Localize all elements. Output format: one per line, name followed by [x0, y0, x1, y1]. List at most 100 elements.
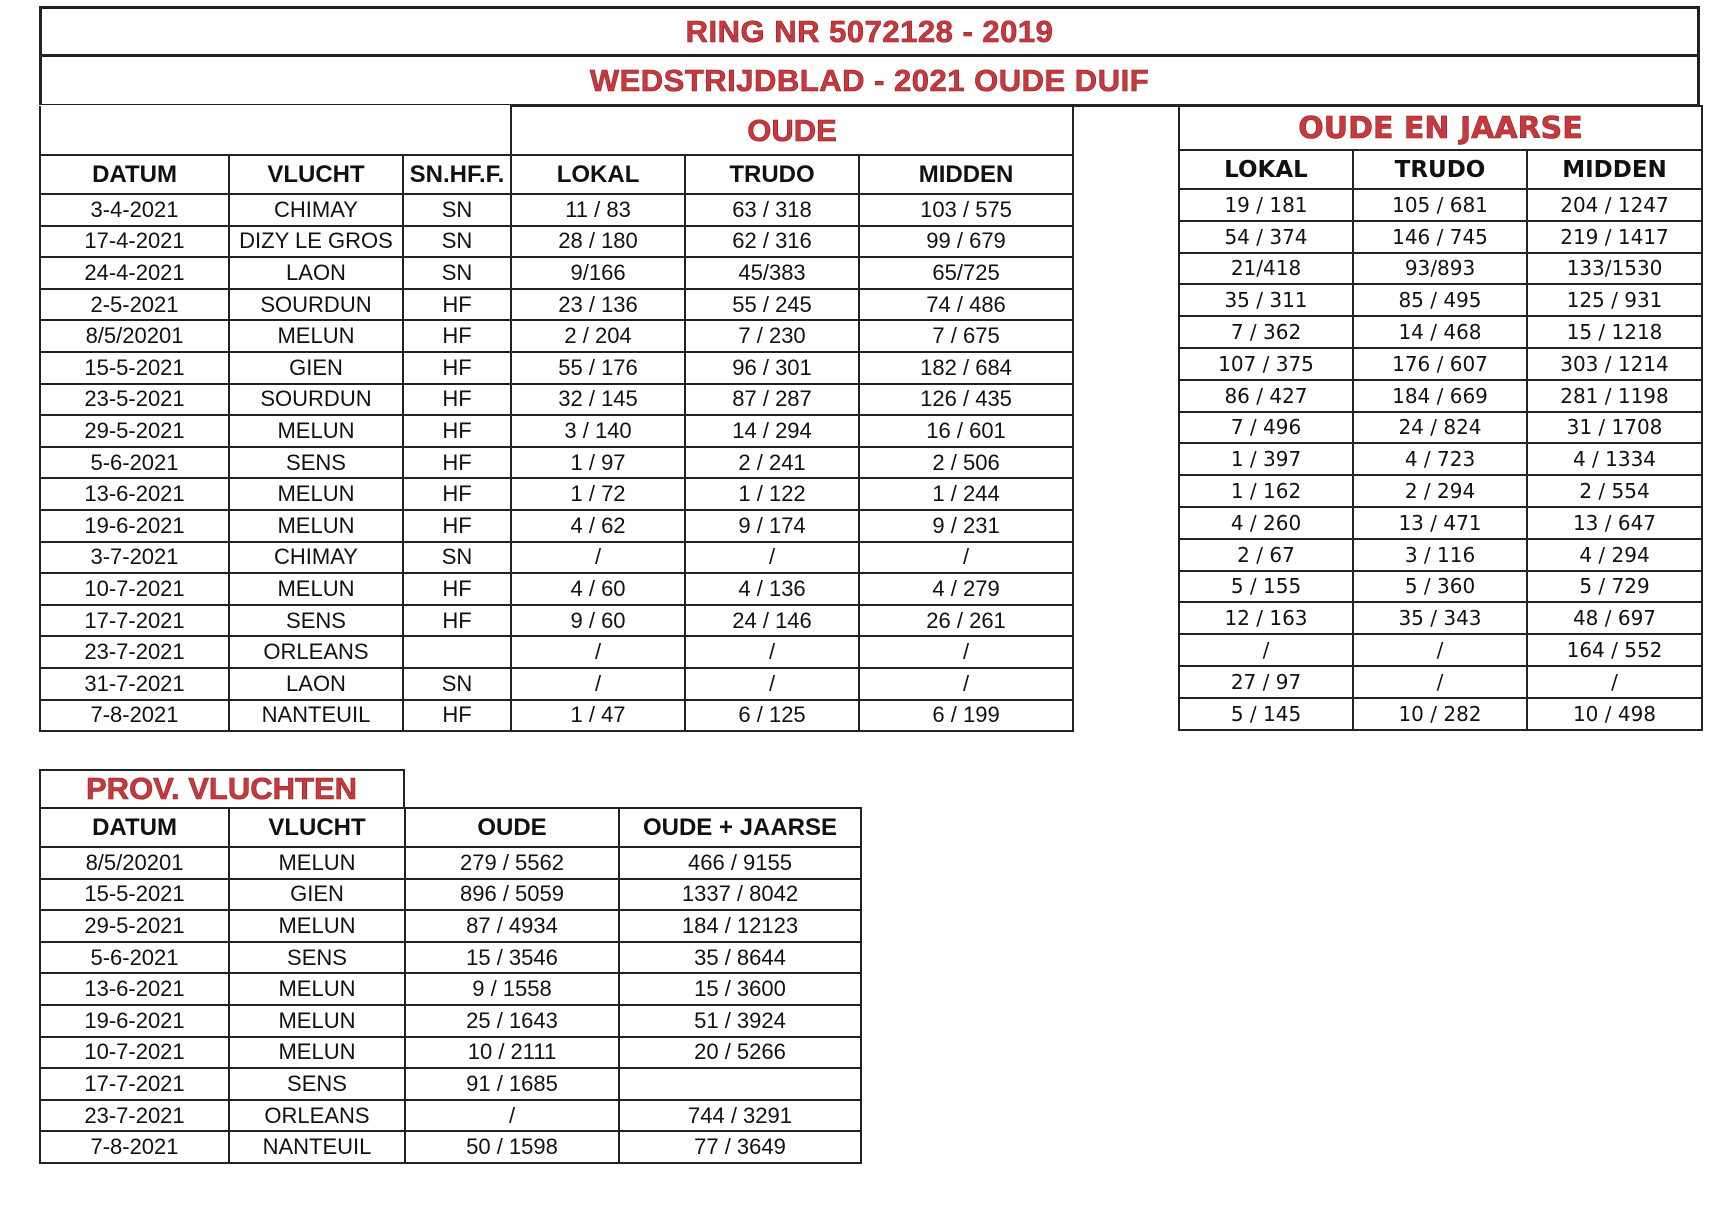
- table-cell: 1 / 397: [1178, 442, 1354, 477]
- table-cell: 28 / 180: [510, 224, 687, 259]
- table-cell: 7 / 675: [858, 319, 1075, 353]
- table-cell: 15-5-2021: [39, 877, 230, 912]
- table-cell: 1 / 47: [510, 698, 687, 733]
- table-cell: SOURDUN: [228, 382, 404, 417]
- table-row: 1 / 162 2 / 294 2 / 554: [1178, 474, 1703, 508]
- subtitle-box: [39, 54, 1700, 107]
- table-cell: 105 / 681: [1352, 188, 1528, 222]
- table-cell: [618, 1067, 862, 1101]
- table-cell: [401, 635, 513, 669]
- table-cell: MELUN: [228, 508, 404, 543]
- column-header-vlucht: VLUCHT: [228, 154, 404, 195]
- table-cell: 20 / 5266: [618, 1035, 862, 1070]
- table-row: 7 / 496 24 / 824 31 / 1708: [1178, 410, 1703, 445]
- table-cell: 4 / 723: [1352, 442, 1528, 477]
- table-cell: 24 / 824: [1352, 410, 1528, 445]
- table-cell: SN: [401, 193, 513, 227]
- table-cell: 19-6-2021: [39, 1003, 230, 1038]
- table-cell: SENS: [228, 1067, 406, 1101]
- table-cell: SN: [401, 666, 513, 701]
- table-cell: 15 / 1218: [1526, 315, 1703, 349]
- table-cell: 5 / 155: [1178, 569, 1354, 604]
- table-cell: MELUN: [228, 1035, 406, 1070]
- table-cell: 303 / 1214: [1526, 346, 1703, 381]
- table-cell: 14 / 468: [1352, 315, 1528, 349]
- table-cell: 23-7-2021: [39, 1098, 230, 1133]
- column-header-trudo: TRUDO: [684, 154, 861, 195]
- table-cell: 2 / 241: [684, 445, 861, 480]
- table-row: 27 / 97//: [1178, 664, 1703, 699]
- table-cell: 62 / 316: [684, 224, 861, 259]
- table-cell: 26 / 261: [858, 603, 1075, 638]
- table-cell: 3-4-2021: [39, 193, 230, 227]
- table-cell: 1 / 162: [1178, 474, 1354, 508]
- table-cell: 7 / 496: [1178, 410, 1354, 445]
- table-cell: 12 / 163: [1178, 601, 1354, 636]
- column-header-datum: DATUM: [39, 154, 230, 195]
- table-cell: 133/1530: [1526, 251, 1703, 286]
- table-cell: SOURDUN: [228, 287, 404, 322]
- sheet-subtitle: WEDSTRIJDBLAD - 2021 OUDE DUIF: [589, 62, 1150, 98]
- table-cell: 9/166: [510, 256, 687, 290]
- table-cell: 19-6-2021: [39, 508, 230, 543]
- table-cell: 24-4-2021: [39, 256, 230, 290]
- table-row: 24-4-2021 LAON SN 9/166 45/383 65/725: [39, 256, 1075, 290]
- table-row: 21/418 93/893 133/1530: [1178, 251, 1703, 286]
- column-header-oude-jaarse: OUDE + JAARSE: [618, 807, 862, 848]
- oude-group-title: OUDE: [510, 105, 1075, 156]
- table-cell: LAON: [228, 256, 404, 290]
- table-cell: 96 / 301: [684, 350, 861, 385]
- table-cell: 8/5/20201: [39, 846, 230, 880]
- table-row: 7-8-2021 NANTEUIL 50 / 1598 77 / 3649: [39, 1130, 862, 1164]
- table-cell: 6 / 125: [684, 698, 861, 733]
- table-cell: /: [404, 1098, 620, 1133]
- column-header-vlucht: VLUCHT: [228, 807, 406, 848]
- prov-vluchten-title: PROV. VLUCHTEN: [39, 769, 405, 809]
- table-cell: 31-7-2021: [39, 666, 230, 701]
- table-cell: 466 / 9155: [618, 846, 862, 880]
- table-cell: 4 / 260: [1178, 505, 1354, 540]
- table-row: 17-4-2021 DIZY LE GROS SN 28 / 180 62 / 316 9…: [39, 224, 1075, 259]
- table-cell: HF: [401, 414, 513, 448]
- table-cell: 55 / 245: [684, 287, 861, 322]
- table-cell: 3-7-2021: [39, 540, 230, 575]
- table-cell: 13-6-2021: [39, 972, 230, 1006]
- table-cell: 27 / 97: [1178, 664, 1354, 699]
- table-cell: 31 / 1708: [1526, 410, 1703, 445]
- table-cell: HF: [401, 382, 513, 417]
- table-cell: 204 / 1247: [1526, 188, 1703, 222]
- table-cell: MELUN: [228, 414, 404, 448]
- table-cell: 5 / 360: [1352, 569, 1528, 604]
- table-cell: 45/383: [684, 256, 861, 290]
- table-row: 17-7-2021 SENS 91 / 1685: [39, 1067, 862, 1101]
- table-row: 17-7-2021 SENS HF 9 / 60 24 / 146 26 / 261: [39, 603, 1075, 638]
- table-cell: 4 / 60: [510, 572, 687, 606]
- prov-vluchten-title-table: PROV. VLUCHTEN: [39, 769, 405, 809]
- table-row: 19-6-2021 MELUN HF 4 / 62 9 / 174 9 / 231: [39, 508, 1075, 543]
- table-cell: /: [684, 540, 861, 575]
- table-cell: 13 / 471: [1352, 505, 1528, 540]
- oude-jaarse-table: OUDE EN JAARSE LOKAL TRUDO MIDDEN 19 / 181…: [1178, 105, 1703, 731]
- table-cell: 5 / 145: [1178, 696, 1354, 731]
- table-cell: NANTEUIL: [228, 698, 404, 733]
- table-cell: 10 / 2111: [404, 1035, 620, 1070]
- table-cell: 6 / 199: [858, 698, 1075, 733]
- table-cell: 74 / 486: [858, 287, 1075, 322]
- table-cell: 85 / 495: [1352, 283, 1528, 318]
- table-row: 12 / 163 35 / 343 48 / 697: [1178, 601, 1703, 636]
- table-row: 5-6-2021 SENS HF 1 / 97 2 / 241 2 / 506: [39, 445, 1075, 480]
- table-cell: /: [510, 666, 687, 701]
- table-cell: /: [510, 540, 687, 575]
- table-cell: SENS: [228, 940, 406, 975]
- table-cell: 107 / 375: [1178, 346, 1354, 381]
- table-row: 10-7-2021 MELUN 10 / 2111 20 / 5266: [39, 1035, 862, 1070]
- table-row: //164 / 552: [1178, 633, 1703, 667]
- table-cell: 25 / 1643: [404, 1003, 620, 1038]
- table-cell: /: [510, 635, 687, 669]
- table-cell: /: [858, 666, 1075, 701]
- table-cell: 63 / 318: [684, 193, 861, 227]
- table-cell: 1 / 97: [510, 445, 687, 480]
- table-cell: 65/725: [858, 256, 1075, 290]
- table-cell: 87 / 287: [684, 382, 861, 417]
- table-cell: 55 / 176: [510, 350, 687, 385]
